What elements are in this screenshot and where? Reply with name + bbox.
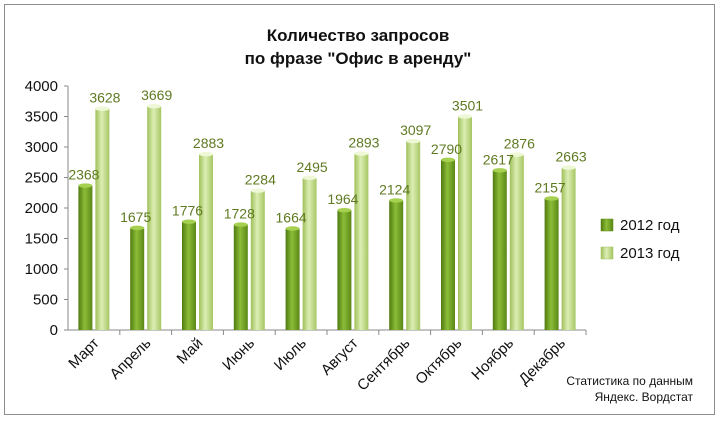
bar-2013 — [95, 108, 110, 330]
bar-2013 — [458, 116, 472, 331]
bar-top-cap — [302, 175, 317, 181]
data-label-2012: 2617 — [483, 151, 514, 167]
bar-top-cap — [285, 226, 300, 231]
bar-top-cap — [95, 106, 110, 111]
bar-top-cap — [389, 198, 404, 203]
x-category-label: Ноябрь — [468, 335, 517, 384]
bar-top-cap — [130, 225, 145, 231]
source-note-line-1: Статистика по данным — [566, 374, 693, 388]
data-label-2012: 2368 — [68, 167, 99, 183]
bar-2012 — [441, 159, 455, 330]
bar-top-cap — [406, 138, 421, 144]
bar-2012 — [78, 185, 93, 330]
bar-2012 — [285, 228, 300, 330]
legend: 2012 год 2013 год — [600, 217, 680, 262]
y-tick-label: 4000 — [25, 78, 58, 95]
source-note-line-2: Яндекс. Вордстат — [595, 390, 694, 404]
bar-2013 — [250, 190, 265, 330]
bar-2013 — [406, 141, 421, 330]
data-label-2013: 2284 — [245, 172, 276, 188]
data-label-2012: 1664 — [276, 209, 307, 225]
data-label-2012: 1964 — [327, 191, 358, 207]
y-tick-label: 1500 — [25, 231, 58, 248]
bar-top-cap — [492, 168, 507, 173]
bar-2013 — [147, 106, 162, 330]
bar-2012 — [492, 170, 507, 330]
data-labels: 2368 3628 1675 3669 1776 2883 1728 2284 1664 2495… — [68, 87, 587, 225]
data-label-2013: 2663 — [556, 149, 587, 165]
data-label-2013: 3628 — [89, 90, 120, 106]
legend-swatch-2012 — [600, 218, 614, 232]
x-category-label: Май — [174, 335, 207, 368]
bar-2012 — [337, 210, 352, 330]
bar-top-cap — [182, 219, 196, 224]
bar-top-cap — [561, 165, 576, 170]
legend-label-2013: 2013 год — [620, 245, 680, 262]
data-label-2012: 1776 — [172, 203, 203, 219]
y-tick-label: 2500 — [25, 170, 58, 187]
bar-top-cap — [233, 222, 248, 227]
y-tick-label: 3500 — [25, 109, 58, 126]
x-category-label: Декабрь — [516, 335, 570, 389]
x-category-label: Сентябрь — [354, 335, 414, 395]
y-tick-label: 500 — [33, 292, 58, 309]
x-category-label: Апрель — [107, 335, 155, 383]
bar-2013 — [302, 177, 317, 330]
bar-top-cap — [147, 103, 162, 109]
y-tick-label: 1000 — [25, 261, 58, 278]
data-label-2013: 2495 — [297, 159, 328, 175]
data-label-2013: 2876 — [504, 136, 535, 152]
bar-top-cap — [78, 183, 93, 188]
data-label-2012: 2157 — [535, 179, 566, 195]
y-tick-label: 0 — [50, 322, 58, 339]
bars — [78, 103, 576, 331]
bar-top-cap — [458, 114, 472, 119]
y-tick-label: 2000 — [25, 200, 58, 217]
x-category-label: Июль — [271, 335, 310, 374]
bar-2012 — [130, 227, 145, 330]
data-label-2012: 2124 — [379, 181, 410, 197]
x-axis-categories: Март Апрель Май Июнь Июль АвгустСентябрьОктяб… — [65, 330, 587, 395]
bar-2013 — [509, 154, 524, 330]
bar-top-cap — [509, 152, 524, 157]
bar-top-cap — [250, 188, 265, 193]
bar-2012 — [233, 224, 248, 330]
bar-top-cap — [544, 196, 559, 201]
chart-title-line-1: Количество запросов — [267, 26, 450, 45]
bar-2013 — [354, 153, 369, 330]
chart-title-line-2: по фразе "Офис в аренду" — [245, 49, 472, 68]
legend-label-2012: 2012 год — [620, 217, 680, 234]
data-label-2013: 3501 — [452, 97, 483, 113]
data-label-2012: 2790 — [431, 141, 462, 157]
y-tick-label: 3000 — [25, 139, 58, 156]
x-category-label: Август — [318, 335, 362, 379]
y-axis-ticks: 0 500 1000 1500 2000 2500 3000 3500 4000 — [25, 78, 68, 339]
bar-top-cap — [337, 207, 352, 213]
data-label-2012: 1675 — [120, 209, 151, 225]
bar-2012 — [544, 198, 559, 330]
data-label-2013: 3669 — [141, 87, 172, 103]
bar-top-cap — [441, 157, 455, 163]
bar-top-cap — [354, 151, 369, 156]
data-label-2013: 2883 — [193, 135, 224, 151]
x-category-label: Июнь — [219, 335, 258, 374]
bar-top-cap — [199, 151, 213, 157]
data-label-2013: 2893 — [348, 135, 379, 151]
bar-2012 — [389, 200, 404, 330]
bar-2012 — [182, 221, 196, 330]
bar-2013 — [561, 167, 576, 330]
bar-2013 — [199, 154, 213, 330]
data-label-2013: 3097 — [400, 122, 431, 138]
data-label-2012: 1728 — [224, 206, 255, 222]
x-category-label: Март — [65, 335, 102, 372]
x-category-label: Октябрь — [412, 335, 465, 388]
legend-swatch-2013 — [600, 246, 614, 260]
